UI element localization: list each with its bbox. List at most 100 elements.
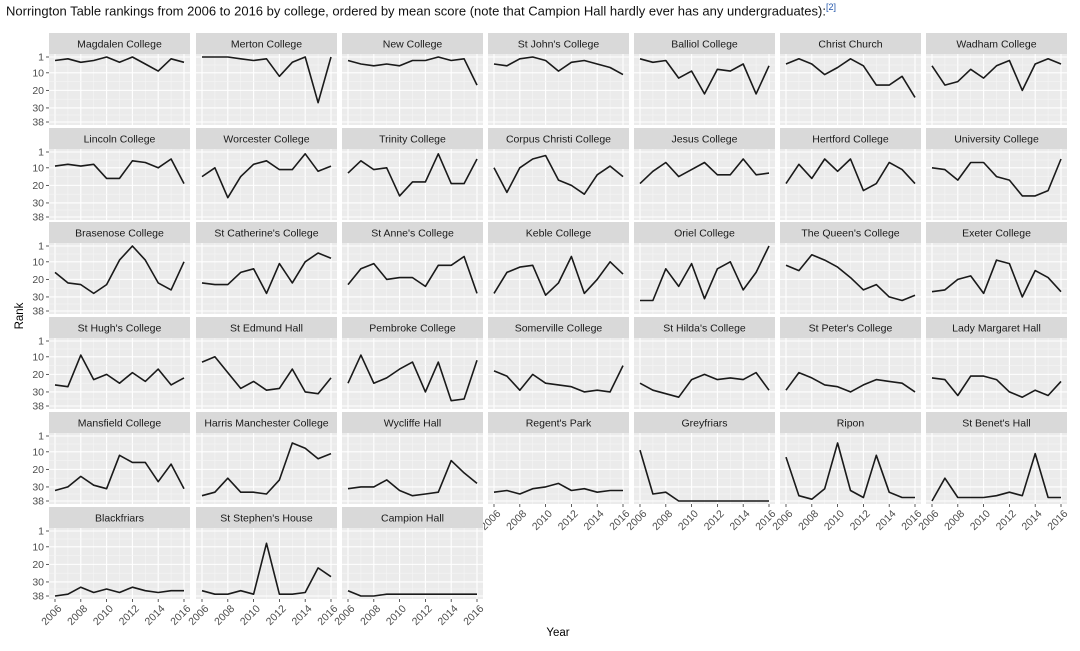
- facet-strip: [49, 33, 190, 54]
- facet-panel: St Hugh's College 1 10 20 30 38: [32, 317, 190, 413]
- series-line: [347, 56, 478, 86]
- x-tick-label: 2008: [212, 603, 237, 628]
- facet-strip: [780, 222, 921, 243]
- y-tick-label: 20: [32, 369, 44, 381]
- series-line: [54, 56, 185, 72]
- facet-panel: Campion Hall 2006 2008 2010 2012 2014 2016: [332, 507, 486, 628]
- series-line: [347, 354, 478, 402]
- facet-label: Greyfriars: [681, 418, 727, 430]
- facet-label: Wycliffe Hall: [384, 418, 441, 430]
- facet-label: Hertford College: [812, 134, 889, 146]
- x-tick-label: 2010: [530, 508, 555, 533]
- x-tick-label: 2014: [582, 508, 607, 533]
- facet-panel: Trinity College: [342, 128, 483, 220]
- series-line: [347, 153, 478, 197]
- series-line: [785, 254, 916, 302]
- x-tick-label: 2012: [848, 508, 873, 533]
- series-line: [201, 153, 332, 199]
- facet-label: Magdalen College: [77, 39, 162, 51]
- facet-label: Pembroke College: [369, 323, 456, 335]
- facet-strip: [49, 412, 190, 433]
- facet-strip: [488, 222, 629, 243]
- facet-label: St Peter's College: [809, 323, 893, 335]
- facet-label: Regent's Park: [526, 418, 592, 430]
- x-tick-label: 2006: [624, 508, 649, 533]
- y-tick-label: 10: [32, 541, 44, 553]
- x-tick-label: 2014: [290, 603, 315, 628]
- facet-label: St Hilda's College: [663, 323, 746, 335]
- series-line: [54, 158, 185, 184]
- series-line: [493, 255, 624, 297]
- series-line: [931, 158, 1062, 197]
- series-line: [493, 56, 624, 76]
- x-tick-label: 2016: [1045, 508, 1070, 533]
- x-tick-label: 2014: [874, 508, 899, 533]
- facet-panel: Lincoln College 1 10 20 30 38: [32, 128, 190, 224]
- x-tick-label: 2014: [436, 603, 461, 628]
- series-line: [493, 154, 624, 195]
- x-tick-label: 2008: [65, 603, 90, 628]
- y-tick-label: 1: [38, 431, 44, 443]
- series-line: [931, 57, 1062, 92]
- facet-panel: Mansfield College 1 10 20 30 38: [32, 412, 190, 508]
- x-tick-label: 2010: [238, 603, 263, 628]
- x-tick-label: 2010: [968, 508, 993, 533]
- series-line: [347, 255, 478, 294]
- facet-strip: [49, 222, 190, 243]
- facet-strip: [342, 317, 483, 338]
- y-tick-label: 38: [32, 401, 44, 413]
- x-tick-label: 2010: [384, 603, 409, 628]
- facet-label: Oriel College: [674, 228, 735, 240]
- facet-panel: Corpus Christi College: [488, 128, 629, 220]
- facet-strip: [926, 317, 1067, 338]
- facet-strip: [342, 412, 483, 433]
- y-tick-label: 10: [32, 162, 44, 174]
- x-tick-label: 2016: [461, 603, 486, 628]
- y-tick-label: 38: [32, 496, 44, 508]
- series-line: [639, 449, 769, 502]
- y-tick-label: 38: [32, 117, 44, 129]
- facet-panel: Worcester College: [196, 128, 337, 220]
- x-tick-label: 2012: [410, 603, 435, 628]
- y-tick-label: 1: [38, 241, 44, 253]
- series-line: [54, 454, 185, 492]
- facet-panel: Hertford College: [780, 128, 921, 220]
- facet-strip: [780, 128, 921, 149]
- facet-panel: St Catherine's College: [196, 222, 337, 314]
- facet-label: Exeter College: [962, 228, 1031, 240]
- series-line: [201, 252, 332, 295]
- facet-label: St Hugh's College: [78, 323, 162, 335]
- facet-label: Jesus College: [672, 134, 738, 146]
- facet-panel: New College: [342, 33, 483, 125]
- series-line: [201, 355, 332, 395]
- facet-label: Ripon: [837, 418, 865, 430]
- facet-label: St Anne's College: [371, 228, 454, 240]
- facet-panel: Harris Manchester College: [196, 412, 337, 504]
- facet-panel: Magdalen College 1 10 20 30 38: [32, 33, 190, 129]
- series-line: [54, 586, 184, 597]
- facet-label: Lady Margaret Hall: [952, 323, 1041, 335]
- y-tick-label: 20: [32, 559, 44, 571]
- x-tick-label: 2012: [264, 603, 289, 628]
- x-tick-label: 2008: [650, 508, 675, 533]
- facet-label: Trinity College: [379, 134, 446, 146]
- facet-label: Brasenose College: [75, 228, 164, 240]
- facet-label: Lincoln College: [84, 134, 156, 146]
- facet-panel: Pembroke College: [342, 317, 483, 409]
- caption-text: Norrington Table rankings from 2006 to 2…: [6, 3, 826, 19]
- caption-reference-link[interactable]: [2]: [825, 2, 836, 12]
- y-tick-label: 30: [32, 102, 44, 114]
- y-tick-label: 20: [32, 180, 44, 192]
- facet-strip: [196, 222, 337, 243]
- y-tick-label: 38: [32, 591, 44, 603]
- facet-panel: St Benet's Hall 2006 2008 2010 2012 2014 2016: [916, 412, 1070, 533]
- facet-panel: Christ Church: [780, 33, 921, 125]
- series-line: [639, 58, 770, 95]
- facet-panel: St Hilda's College: [634, 317, 775, 409]
- facet-label: Keble College: [526, 228, 592, 240]
- facet-strip: [926, 33, 1067, 54]
- series-line: [785, 57, 916, 98]
- series-line: [639, 158, 770, 185]
- x-tick-label: 2014: [728, 508, 753, 533]
